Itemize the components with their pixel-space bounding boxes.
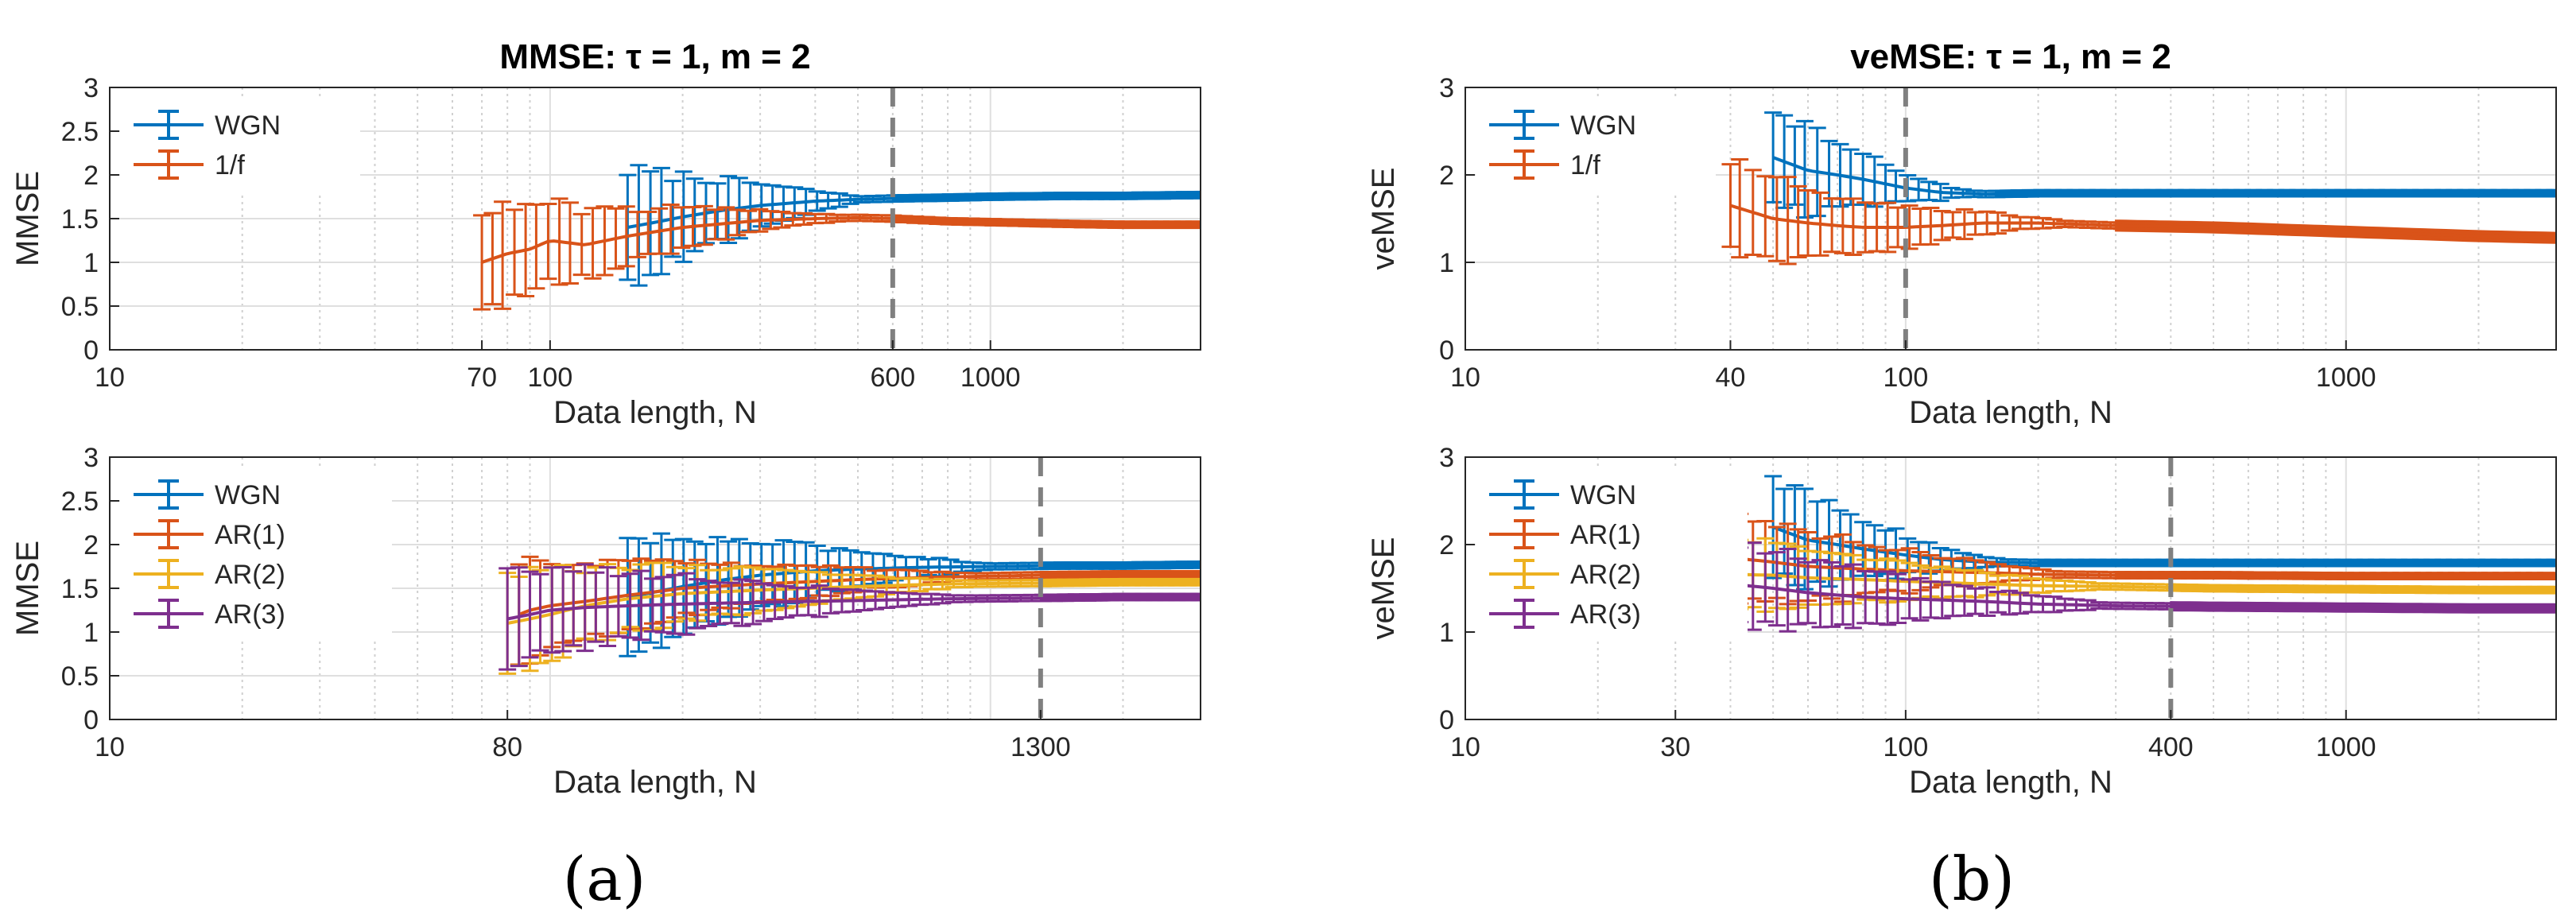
mean-line (481, 215, 1201, 264)
legend-label: AR(3) (1570, 599, 1641, 630)
series-pink (1721, 158, 2556, 266)
legend-label: AR(1) (1570, 520, 1641, 550)
series-layer (473, 164, 1201, 311)
x-tick-label: 70 (467, 363, 497, 393)
chart-mmse-top: 10 70 100 600 1000 0 0.5 1 1.5 2 2.5 3 Data length, … (10, 37, 1201, 430)
x-tick-label: 100 (528, 363, 573, 393)
mean-line (506, 580, 1201, 625)
series-layer (499, 532, 1201, 675)
x-tick-label: 10 (95, 732, 125, 762)
x-axis-label: Data length, N (1909, 395, 2112, 430)
x-tick-label: 1300 (1011, 732, 1071, 762)
legend-label: 1/f (215, 150, 245, 180)
legend-label: AR(1) (215, 520, 285, 550)
series-ar3 (499, 563, 1201, 671)
y-tick-label: 3 (83, 73, 99, 103)
y-tick-label: 1 (1439, 618, 1454, 648)
x-tick-label: 1000 (2316, 732, 2376, 762)
x-tick-label: 10 (95, 363, 125, 393)
y-tick-label: 0.5 (61, 661, 99, 692)
mean-line (518, 572, 1201, 616)
legend-label: WGN (215, 480, 281, 510)
y-tick-label: 1.5 (61, 574, 99, 604)
chart-mmse-bottom: 10 80 1300 0 0.5 1 1.5 2 2.5 3 Data length, N MMSE W… (10, 443, 1201, 800)
mean-line (506, 595, 1201, 621)
x-axis-label: Data length, N (1909, 765, 2112, 800)
chart-vemse-top: 10 40 100 1000 0 1 2 3 Data length, N veMSE veMSE:… (1366, 37, 2557, 430)
series-pink (473, 197, 1201, 311)
mean-line (1675, 571, 2556, 592)
legend-label: 1/f (1570, 150, 1600, 180)
y-tick-label: 3 (1439, 443, 1454, 473)
y-axis-label: MMSE (10, 541, 45, 636)
x-tick-label: 80 (492, 732, 522, 762)
series-layer (1666, 475, 2556, 633)
legend: WGN 1/f (120, 98, 360, 192)
y-tick-label: 3 (83, 443, 99, 473)
legend: WGN AR(1) AR(2) AR(3) (120, 467, 392, 641)
y-tick-label: 3 (1439, 73, 1454, 103)
x-tick-label: 30 (1660, 732, 1690, 762)
series-wgn (1764, 475, 2556, 591)
legend-box (1476, 98, 1716, 192)
y-tick-label: 0 (1439, 335, 1454, 366)
x-tick-label: 10 (1450, 363, 1480, 393)
panel-label-a: (a) (563, 843, 646, 914)
y-tick-label: 2.5 (61, 487, 99, 517)
y-tick-label: 2 (83, 530, 99, 560)
legend-box (120, 98, 360, 192)
legend: WGN 1/f (1476, 98, 1716, 192)
legend-label: WGN (1570, 480, 1636, 510)
y-tick-label: 2 (1439, 530, 1454, 560)
y-axis-label: veMSE (1366, 168, 1401, 270)
x-tick-label: 10 (1450, 732, 1480, 762)
chart-title: veMSE: τ = 1, m = 2 (1850, 37, 2171, 76)
mean-line (1730, 582, 2556, 611)
y-tick-label: 0 (1439, 705, 1454, 735)
x-tick-label: 400 (2148, 732, 2194, 762)
mean-line (1772, 525, 2556, 565)
legend: WGN AR(1) AR(2) AR(3) (1476, 467, 1748, 641)
series-ar3 (1721, 539, 2556, 633)
x-axis-label: Data length, N (553, 395, 757, 430)
x-axis-label: Data length, N (553, 765, 757, 800)
x-tick-label: 100 (1884, 732, 1929, 762)
legend-label: AR(2) (1570, 560, 1641, 590)
x-tick-label: 1000 (2316, 363, 2376, 393)
legend-label: AR(3) (215, 599, 285, 630)
y-tick-label: 2.5 (61, 117, 99, 147)
y-tick-label: 1.5 (61, 204, 99, 235)
x-tick-label: 100 (1884, 363, 1929, 393)
y-tick-label: 2 (1439, 161, 1454, 191)
x-tick-label: 600 (870, 363, 915, 393)
mean-line (1729, 204, 2556, 240)
mean-line (1730, 556, 2556, 578)
x-tick-label: 1000 (960, 363, 1021, 393)
y-tick-label: 1 (83, 618, 99, 648)
x-tick-label: 40 (1716, 363, 1746, 393)
y-tick-label: 0.5 (61, 292, 99, 322)
series-wgn (619, 164, 1201, 287)
legend-box (120, 467, 392, 641)
mean-line (627, 563, 1201, 599)
y-axis-label: MMSE (10, 171, 45, 266)
axes-box (1465, 87, 2557, 351)
y-tick-label: 1 (1439, 248, 1454, 278)
y-tick-label: 0 (83, 705, 99, 735)
panel-label-b: (b) (1929, 843, 2015, 914)
y-axis-label: veMSE (1366, 537, 1401, 640)
legend-label: AR(2) (215, 560, 285, 590)
legend-box (1476, 467, 1748, 641)
legend-label: WGN (215, 111, 281, 141)
y-tick-label: 2 (83, 161, 99, 191)
legend-label: WGN (1570, 111, 1636, 141)
y-tick-label: 0 (83, 335, 99, 366)
chart-vemse-bottom: 10 30 100 400 1000 0 1 2 3 Data length, N veMSE WGN… (1366, 443, 2557, 800)
y-tick-label: 1 (83, 248, 99, 278)
chart-title: MMSE: τ = 1, m = 2 (499, 37, 810, 76)
axes-box (1465, 456, 2557, 720)
